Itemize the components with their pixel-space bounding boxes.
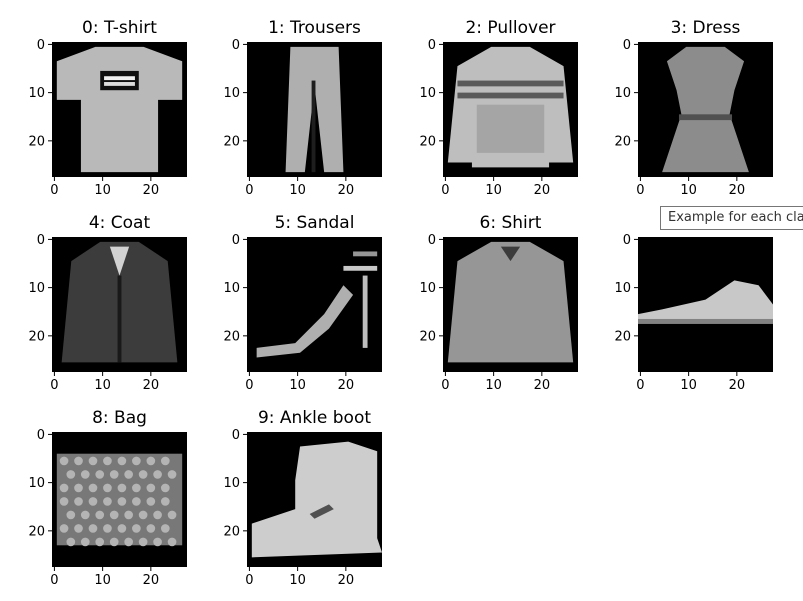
y-tick-label: 20 [223, 524, 240, 539]
y-tick-label: 10 [28, 476, 45, 491]
subplot-title: 4: Coat [89, 213, 151, 233]
shirt-image [447, 241, 574, 363]
y-tick-label: 20 [614, 134, 631, 149]
sneaker-image [638, 280, 773, 324]
subplot-title: 6: Shirt [480, 213, 542, 233]
y-tick-label: 0 [37, 38, 45, 53]
x-tick-label: 20 [143, 378, 160, 393]
x-tick-label: 10 [289, 573, 306, 588]
x-tick-label: 0 [636, 378, 644, 393]
x-tick-label: 0 [245, 183, 253, 198]
y-tick-label: 10 [614, 281, 631, 296]
x-tick-label: 0 [245, 573, 253, 588]
x-tick-label: 10 [680, 378, 697, 393]
y-tick-label: 0 [232, 428, 240, 443]
x-tick-label: 10 [94, 378, 111, 393]
x-tick-label: 10 [94, 183, 111, 198]
trousers-image [285, 46, 344, 173]
subplot-panel: 2: Pullover 0 10 20 0 10 20 [419, 18, 578, 198]
subplot-title: 3: Dress [671, 18, 741, 38]
x-tick-label: 20 [534, 183, 551, 198]
y-tick-label: 10 [28, 281, 45, 296]
x-tick-label: 0 [441, 378, 449, 393]
y-tick-label: 0 [232, 38, 240, 53]
sandal-image [256, 251, 378, 358]
subplot-title: 0: T-shirt [82, 18, 157, 38]
y-tick-label: 20 [614, 329, 631, 344]
subplot-panel: 1: Trousers 0 10 20 0 10 20 [223, 18, 382, 198]
subplot-title: 8: Bag [92, 408, 147, 428]
y-tick-label: 20 [28, 134, 45, 149]
y-tick-label: 0 [37, 233, 45, 248]
y-tick-label: 20 [223, 329, 240, 344]
y-tick-label: 20 [28, 524, 45, 539]
x-tick-label: 10 [94, 573, 111, 588]
x-tick-label: 20 [143, 183, 160, 198]
y-tick-label: 10 [419, 86, 436, 101]
x-tick-label: 20 [338, 573, 355, 588]
y-tick-label: 20 [28, 329, 45, 344]
x-tick-label: 0 [441, 183, 449, 198]
y-tick-label: 20 [419, 134, 436, 149]
x-tick-label: 0 [636, 183, 644, 198]
y-tick-label: 10 [223, 476, 240, 491]
bag-image [56, 453, 183, 547]
subplot-panel: 9: Ankle boot 0 10 20 0 10 20 [223, 408, 382, 588]
x-tick-label: 20 [729, 183, 746, 198]
x-tick-label: 10 [680, 183, 697, 198]
tshirt-image [56, 46, 183, 173]
subplot-title: 5: Sandal [275, 213, 355, 233]
coat-image [61, 241, 178, 363]
subplot-panel: 5: Sandal 0 10 20 0 10 20 [223, 213, 382, 393]
x-tick-label: 0 [50, 378, 58, 393]
subplot-panel: 8: Bag 0 10 20 0 10 20 [28, 408, 187, 588]
y-tick-label: 0 [428, 38, 436, 53]
boot-image [251, 441, 382, 558]
subplot-panel: 4: Coat 0 10 20 0 10 20 [28, 213, 187, 393]
y-tick-label: 10 [28, 86, 45, 101]
y-tick-label: 10 [223, 86, 240, 101]
x-tick-label: 0 [50, 183, 58, 198]
y-tick-label: 10 [419, 281, 436, 296]
subplot-panel: 6: Shirt 0 10 20 0 10 20 [419, 213, 578, 393]
x-tick-label: 20 [338, 183, 355, 198]
x-tick-label: 10 [485, 378, 502, 393]
y-tick-label: 10 [614, 86, 631, 101]
x-tick-label: 20 [729, 378, 746, 393]
x-tick-label: 0 [50, 573, 58, 588]
y-tick-label: 20 [223, 134, 240, 149]
subplot-title: 1: Trousers [268, 18, 361, 38]
subplot-title: 9: Ankle boot [258, 408, 371, 428]
subplot-panel: 3: Dress 0 10 20 0 10 20 [614, 18, 773, 198]
pullover-image [447, 46, 574, 168]
x-tick-label: 10 [485, 183, 502, 198]
y-tick-label: 20 [419, 329, 436, 344]
x-tick-label: 10 [289, 378, 306, 393]
x-tick-label: 20 [534, 378, 551, 393]
subplot-panel: 0: T-shirt 0 10 20 0 10 20 [28, 18, 187, 198]
y-tick-label: 0 [232, 233, 240, 248]
y-tick-label: 10 [223, 281, 240, 296]
dress-image [662, 46, 749, 173]
subplot-panel: 0 10 20 0 10 20 [614, 233, 773, 393]
y-tick-label: 0 [623, 38, 631, 53]
x-tick-label: 10 [289, 183, 306, 198]
subplot-title: 2: Pullover [465, 18, 555, 38]
y-tick-label: 0 [37, 428, 45, 443]
x-tick-label: 0 [245, 378, 253, 393]
x-tick-label: 20 [338, 378, 355, 393]
tooltip: Example for each class [660, 206, 803, 230]
x-tick-label: 20 [143, 573, 160, 588]
y-tick-label: 0 [623, 233, 631, 248]
y-tick-label: 0 [428, 233, 436, 248]
